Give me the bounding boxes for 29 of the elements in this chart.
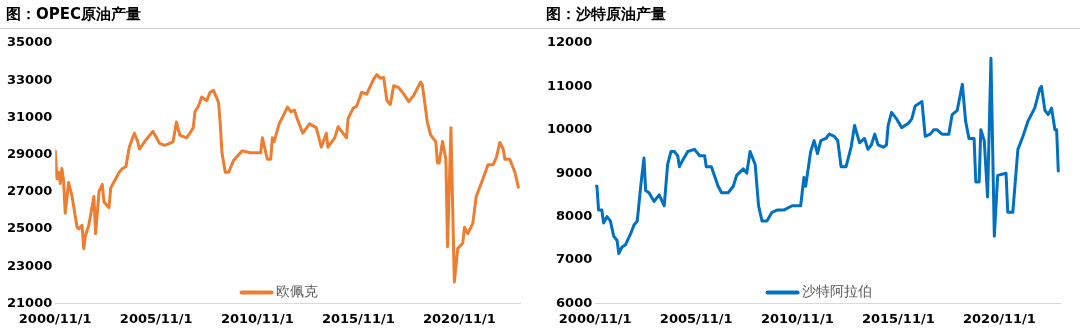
y-tick-label: 23000 [6, 257, 53, 273]
legend-label: 欧佩克 [275, 283, 318, 300]
y-tick-label: 21000 [6, 294, 53, 310]
x-tick-label: 2020/11/1 [963, 310, 1036, 326]
y-tick-label: 33000 [6, 71, 53, 87]
y-tick-label: 25000 [6, 220, 53, 236]
y-tick-label: 8000 [556, 207, 593, 223]
x-tick-label: 2000/11/1 [558, 310, 632, 326]
y-tick-label: 6000 [556, 294, 593, 310]
y-tick-label: 12000 [546, 34, 593, 50]
y-tick-label: 7000 [556, 251, 593, 267]
y-tick-label: 31000 [6, 108, 53, 124]
chart-title: 图：沙特原油产量 [540, 0, 1080, 29]
y-tick-label: 29000 [6, 145, 53, 161]
x-tick-label: 2020/11/1 [423, 310, 496, 326]
x-tick-label: 2005/11/1 [659, 310, 733, 326]
y-tick-label: 11000 [546, 77, 593, 93]
x-tick-label: 2015/11/1 [321, 310, 395, 326]
x-tick-label: 2010/11/1 [760, 310, 834, 326]
y-tick-label: 35000 [6, 34, 53, 50]
x-tick-label: 2005/11/1 [119, 310, 193, 326]
y-tick-label: 27000 [6, 183, 53, 199]
x-tick-label: 2000/11/1 [18, 310, 92, 326]
legend-label: 沙特阿拉伯 [801, 283, 872, 300]
x-tick-label: 2010/11/1 [220, 310, 294, 326]
y-tick-label: 9000 [556, 164, 593, 180]
x-tick-label: 2015/11/1 [861, 310, 935, 326]
y-tick-label: 10000 [546, 121, 593, 137]
chart-title: 图：OPEC原油产量 [0, 0, 540, 29]
